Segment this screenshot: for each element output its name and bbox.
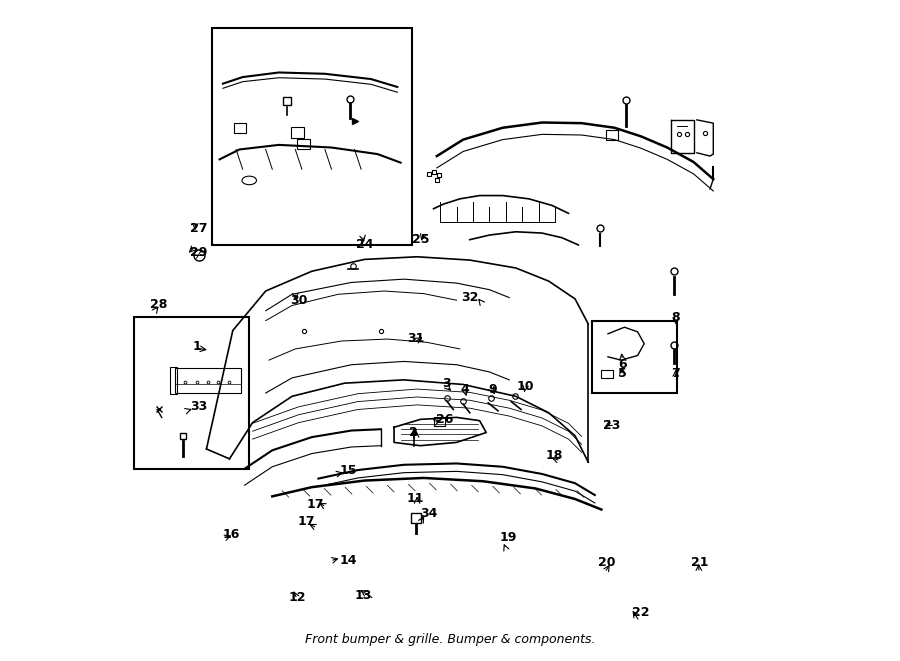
Text: 26: 26 xyxy=(436,413,454,426)
Bar xyxy=(175,368,240,393)
Text: 13: 13 xyxy=(355,588,372,602)
Bar xyxy=(591,321,677,393)
Text: 12: 12 xyxy=(289,590,306,603)
Text: 11: 11 xyxy=(407,492,424,505)
Text: 34: 34 xyxy=(420,507,437,520)
Text: 6: 6 xyxy=(618,358,626,371)
Text: 4: 4 xyxy=(461,383,470,396)
Text: 25: 25 xyxy=(411,233,429,246)
Text: 15: 15 xyxy=(339,463,356,477)
Text: 17: 17 xyxy=(306,498,324,512)
Text: 31: 31 xyxy=(407,332,425,345)
Text: 9: 9 xyxy=(489,383,497,396)
Text: 7: 7 xyxy=(671,367,680,380)
Bar xyxy=(434,417,446,426)
Bar xyxy=(601,370,613,378)
Text: 24: 24 xyxy=(356,239,373,251)
Text: 10: 10 xyxy=(517,380,534,393)
Text: 3: 3 xyxy=(443,377,451,389)
Text: 29: 29 xyxy=(190,247,207,259)
Bar xyxy=(134,317,249,469)
Text: 14: 14 xyxy=(339,555,356,567)
Text: 19: 19 xyxy=(500,531,517,545)
Bar xyxy=(212,28,412,245)
Text: 17: 17 xyxy=(298,515,315,528)
Text: 23: 23 xyxy=(603,420,620,432)
Text: 16: 16 xyxy=(223,528,240,541)
Text: 1: 1 xyxy=(193,340,201,354)
Bar xyxy=(234,123,246,133)
Text: 20: 20 xyxy=(598,556,616,568)
Bar xyxy=(606,130,617,139)
Text: 8: 8 xyxy=(671,311,680,324)
Text: 32: 32 xyxy=(461,291,479,304)
Bar xyxy=(170,367,176,395)
Text: 33: 33 xyxy=(190,400,207,412)
Text: 30: 30 xyxy=(290,294,307,307)
Bar xyxy=(297,139,310,149)
Text: 2: 2 xyxy=(410,426,418,439)
Text: 21: 21 xyxy=(691,556,709,568)
Text: 5: 5 xyxy=(618,367,626,380)
Bar xyxy=(291,127,304,137)
Text: 22: 22 xyxy=(632,605,650,619)
Text: 27: 27 xyxy=(190,222,207,235)
Text: 18: 18 xyxy=(545,449,562,462)
Text: Front bumper & grille. Bumper & components.: Front bumper & grille. Bumper & componen… xyxy=(305,633,595,646)
Text: 28: 28 xyxy=(149,297,167,311)
